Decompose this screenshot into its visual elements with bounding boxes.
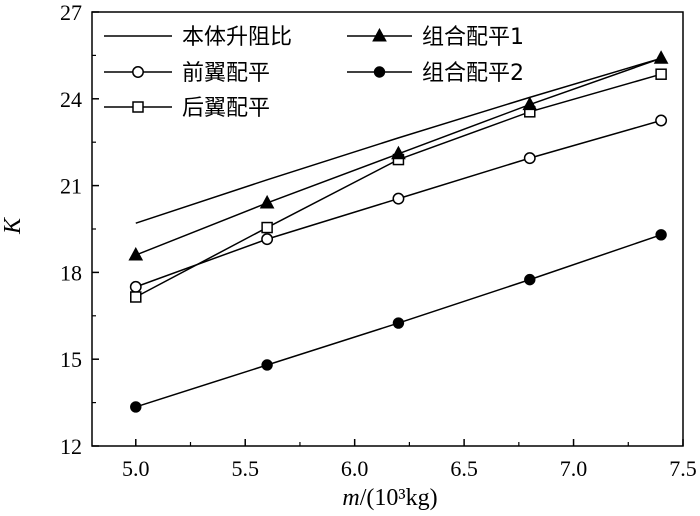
data-point bbox=[391, 145, 406, 160]
data-point bbox=[261, 221, 273, 234]
legend-entry: 本体升阻比 bbox=[104, 25, 292, 50]
data-point bbox=[130, 401, 142, 413]
x-axis-label-unit: /(10³kg) bbox=[360, 485, 438, 511]
data-point bbox=[259, 194, 275, 209]
data-point bbox=[655, 229, 667, 241]
series-layer bbox=[128, 50, 669, 413]
legend-marker bbox=[372, 27, 387, 42]
x-tick-label: 7.5 bbox=[669, 456, 697, 481]
plot-frame bbox=[91, 11, 684, 447]
legend-entry: 后翼配平 bbox=[104, 96, 270, 121]
legend: 本体升阻比 组合配平1 前翼配平 组合配平2 后翼配平 bbox=[104, 25, 524, 121]
series-line bbox=[135, 57, 662, 224]
y-tick-label: 27 bbox=[60, 0, 82, 25]
legend-label: 后翼配平 bbox=[182, 96, 270, 121]
x-tick-label: 6.5 bbox=[450, 456, 478, 481]
legend-label: 组合配平1 bbox=[422, 25, 524, 50]
legend-label: 前翼配平 bbox=[182, 61, 270, 86]
data-point bbox=[655, 68, 667, 80]
y-tick-label: 24 bbox=[60, 87, 82, 112]
y-tick-label: 18 bbox=[60, 260, 82, 285]
series-2 bbox=[129, 114, 668, 293]
legend-entry: 组合配平2 bbox=[347, 61, 524, 86]
data-point bbox=[524, 273, 536, 286]
legend-entry: 组合配平1 bbox=[347, 25, 524, 50]
data-point bbox=[655, 114, 668, 127]
legend-entry: 前翼配平 bbox=[104, 61, 270, 86]
data-point bbox=[130, 291, 142, 303]
data-point bbox=[392, 192, 405, 205]
y-tick-label: 12 bbox=[60, 434, 82, 459]
data-point bbox=[129, 280, 142, 293]
data-point bbox=[523, 152, 536, 165]
legend-marker bbox=[373, 66, 386, 78]
y-axis-label: K bbox=[0, 216, 26, 235]
legend-marker bbox=[132, 101, 144, 113]
legend-label: 组合配平2 bbox=[422, 61, 524, 86]
x-tick-label: 6.0 bbox=[341, 456, 369, 481]
x-axis-label: m/(10³kg) bbox=[342, 485, 437, 511]
data-point bbox=[522, 96, 538, 111]
series-3 bbox=[130, 68, 667, 303]
x-axis-label-var: m bbox=[342, 485, 359, 511]
data-point bbox=[392, 317, 405, 329]
tick-layer: 5.0 5.5 6.0 6.5 7.0 7.5 12 15 18 21 24 27 bbox=[60, 0, 697, 481]
series-4 bbox=[128, 50, 669, 261]
x-tick-label: 5.0 bbox=[122, 456, 150, 481]
y-tick-label: 21 bbox=[60, 174, 82, 199]
y-tick-label: 15 bbox=[60, 347, 82, 372]
legend-marker bbox=[132, 66, 144, 78]
x-tick-label: 7.0 bbox=[560, 456, 588, 481]
data-point bbox=[653, 50, 669, 64]
data-point bbox=[261, 359, 273, 371]
data-point bbox=[128, 246, 144, 261]
data-point bbox=[261, 233, 274, 246]
series-5 bbox=[130, 229, 667, 413]
legend-label: 本体升阻比 bbox=[182, 25, 292, 50]
x-tick-label: 5.5 bbox=[231, 456, 259, 481]
series-1 bbox=[135, 57, 662, 224]
